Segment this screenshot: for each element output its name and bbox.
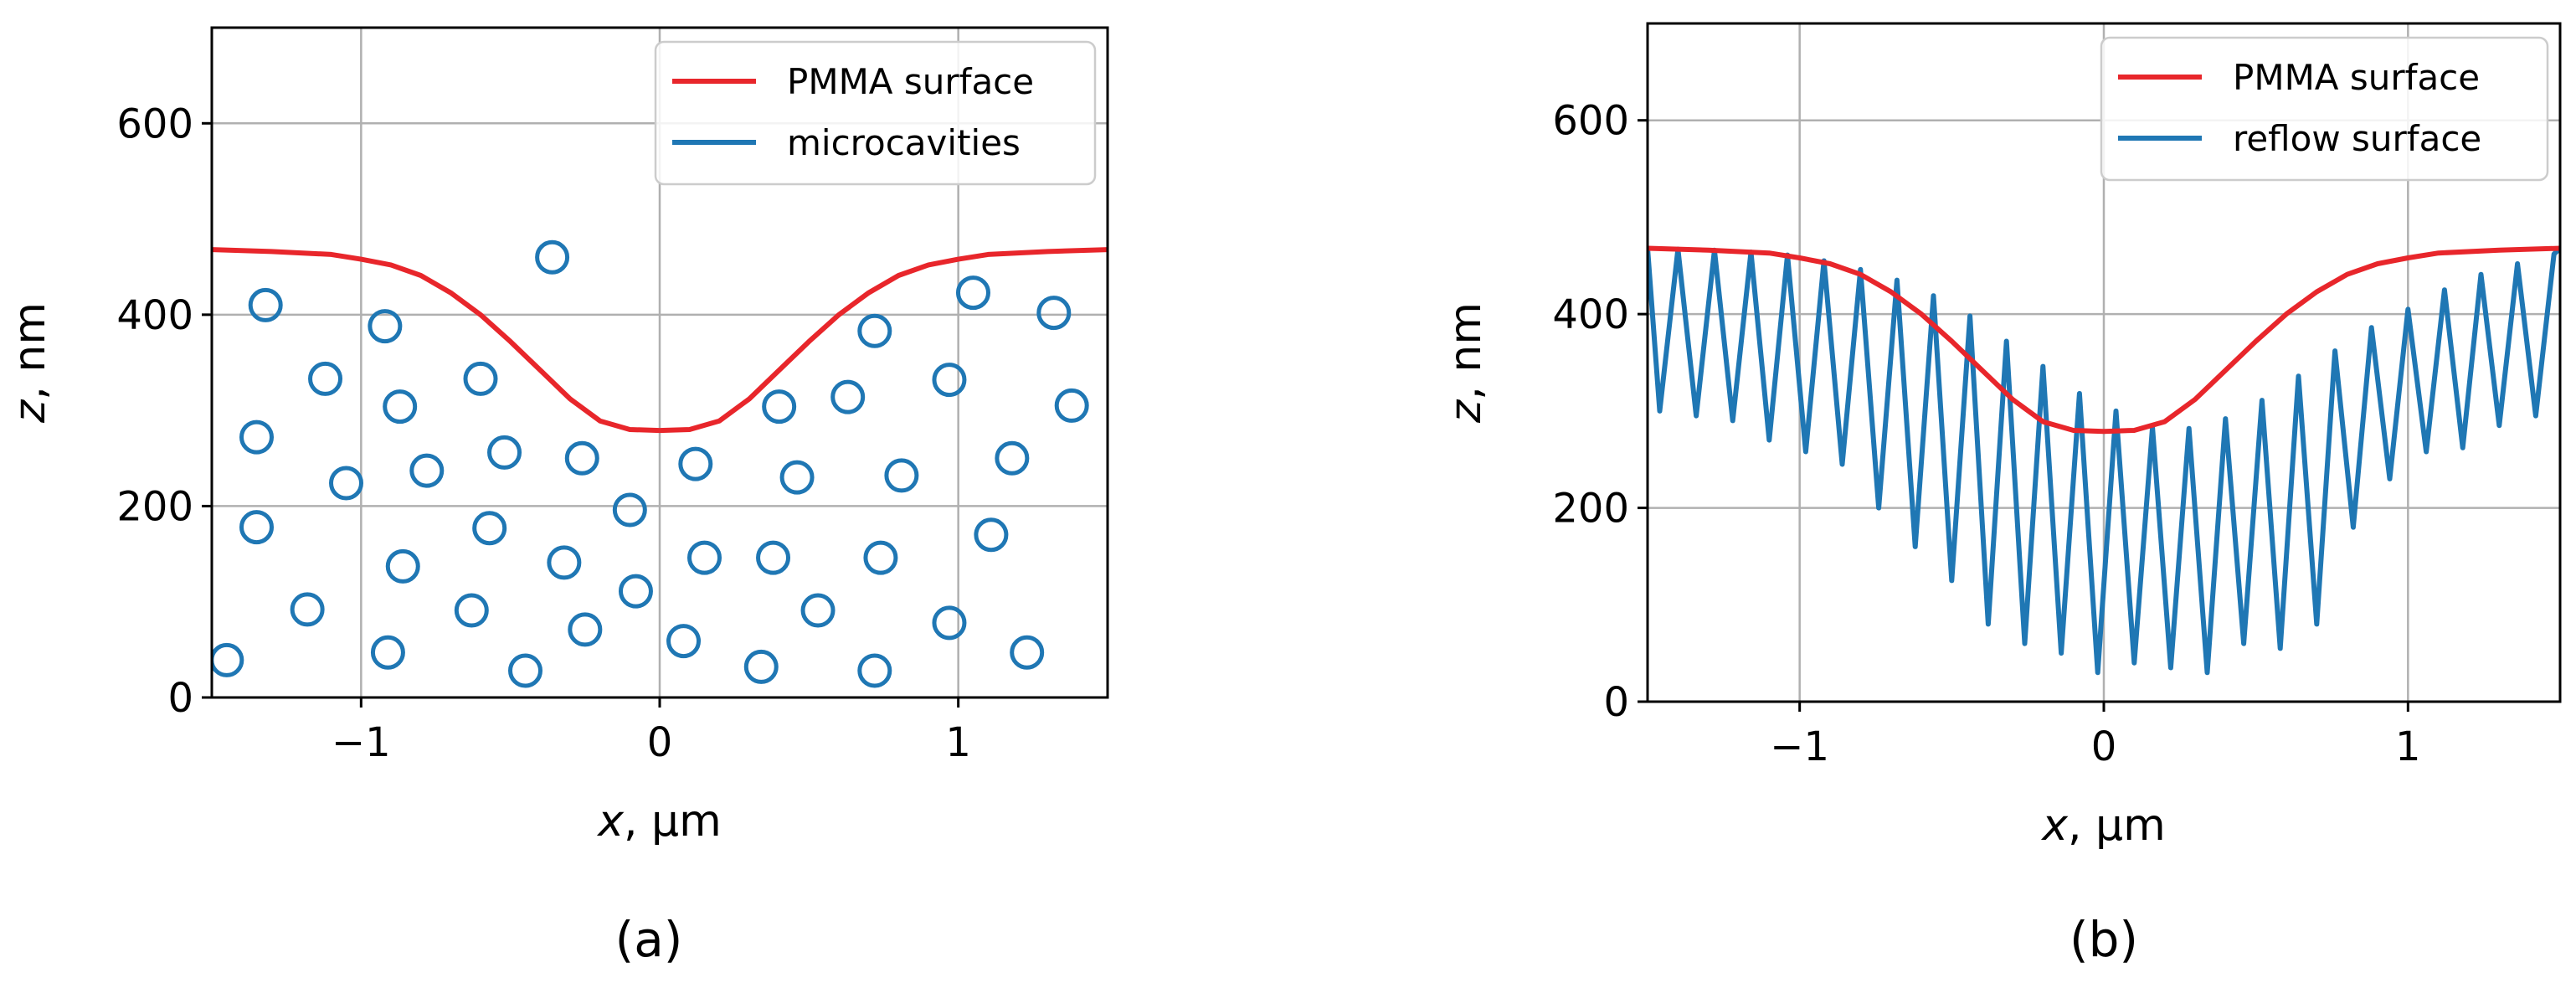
panel-b-xtick-label: 0 bbox=[2091, 723, 2117, 770]
panel-a-scatter-point bbox=[800, 593, 836, 628]
panel-a-legend-box bbox=[654, 40, 1097, 186]
panel-b-plot-area bbox=[1648, 245, 2560, 676]
panel-b-surface-series bbox=[1648, 245, 2560, 435]
panel-a-xtick-label: 0 bbox=[647, 719, 673, 766]
panel-a-scatter-point bbox=[370, 635, 405, 670]
panel-a-scatter-point bbox=[830, 379, 866, 414]
panel-a-scatter-point bbox=[212, 642, 244, 677]
panel-a-scatter-point bbox=[687, 540, 722, 575]
panel-a-y-axis-label: z, nm bbox=[5, 302, 55, 424]
panel-a-ytick-label: 400 bbox=[116, 292, 193, 339]
panel-b-surface-line bbox=[1648, 245, 2560, 435]
panel-a-scatter-point bbox=[857, 313, 892, 348]
panel-b-legend-box bbox=[2100, 36, 2549, 182]
panel-a-scatter-point bbox=[974, 517, 1009, 553]
panel-a-scatter-point bbox=[564, 440, 599, 476]
panel-b-xtick-label: −1 bbox=[1770, 723, 1829, 770]
panel-a-ticks bbox=[202, 121, 960, 708]
panel-a-scatter-point bbox=[385, 548, 420, 584]
panel-a-scatter-point bbox=[368, 309, 403, 344]
panel-a-scatter-point bbox=[508, 653, 542, 688]
panel-a-legend-label: PMMA surface bbox=[787, 61, 1034, 102]
panel-a-scatter-point bbox=[743, 649, 779, 684]
panel-a-legend-label: microcavities bbox=[787, 122, 1021, 163]
panel-a-scatter-point bbox=[472, 511, 507, 546]
panel-a-scatter-point bbox=[1010, 635, 1045, 670]
panel-a-ytick-label: 0 bbox=[167, 675, 193, 722]
panel-a-scatter-point bbox=[568, 612, 603, 647]
panel-b-ytick-label: 400 bbox=[1552, 291, 1629, 338]
panel-a-surface-line bbox=[212, 247, 1108, 434]
panel-a-scatter-point bbox=[329, 466, 363, 501]
panel-a-plot-area bbox=[212, 239, 1108, 688]
panel-a-legend: PMMA surface microcavities bbox=[654, 40, 1097, 186]
panel-b-ytick-label: 600 bbox=[1552, 98, 1629, 145]
panel-a-secondary-series bbox=[212, 239, 1089, 688]
panel-a-scatter-point bbox=[409, 453, 445, 488]
panel-a-scatter-point bbox=[779, 460, 815, 495]
panel-a-scatter-point bbox=[1036, 296, 1072, 331]
panel-b-secondary-line bbox=[1648, 246, 2560, 676]
panel-a-scatter-point bbox=[678, 446, 713, 481]
panel-b-x-axis-label: x, µm bbox=[2040, 800, 2166, 851]
panel-a-caption: (a) bbox=[615, 911, 683, 968]
panel-a-scatter-point bbox=[308, 361, 343, 396]
panel-a-scatter-point bbox=[863, 540, 898, 575]
panel-a-scatter-point bbox=[857, 653, 892, 688]
panel-b-ytick-label: 200 bbox=[1552, 486, 1629, 533]
panel-b-secondary-series bbox=[1648, 246, 2560, 676]
panel-a-x-axis-label: x, µm bbox=[596, 796, 722, 847]
panel-a-scatter-point bbox=[239, 510, 274, 545]
panel-a-scatter-point bbox=[239, 419, 274, 455]
panel-b-ticks bbox=[1638, 119, 2409, 712]
panel-a-scatter-point bbox=[454, 593, 489, 628]
panel-a: −1 0 1 0 200 400 600 x, µm z, nm PMMA su… bbox=[5, 26, 1109, 968]
panel-a-ytick-label: 200 bbox=[116, 483, 193, 530]
panel-b-legend-label: reflow surface bbox=[2233, 118, 2481, 159]
panel-b-legend: PMMA surface reflow surface bbox=[2100, 36, 2549, 182]
panel-a-scatter-point bbox=[487, 435, 522, 470]
panel-a-xtick-label: −1 bbox=[332, 719, 391, 766]
panel-a-xtick-label: 1 bbox=[945, 719, 971, 766]
panel-a-scatter-point bbox=[290, 592, 325, 627]
panel-b-ytick-label: 0 bbox=[1603, 679, 1629, 726]
panel-a-scatter-point bbox=[932, 605, 967, 641]
panel-a-scatter-point bbox=[666, 624, 702, 659]
panel-b-caption: (b) bbox=[2070, 911, 2138, 968]
panel-a-ytick-label: 600 bbox=[116, 100, 193, 147]
panel-a-scatter-point bbox=[383, 389, 418, 425]
panel-a-scatter-point bbox=[932, 363, 967, 398]
panel-a-scatter-point bbox=[884, 458, 919, 493]
panel-a-scatter-point bbox=[248, 287, 283, 322]
panel-a-scatter-point bbox=[756, 540, 791, 575]
panel-b-xtick-label: 1 bbox=[2395, 723, 2421, 770]
panel-a-surface-series bbox=[212, 247, 1108, 434]
panel-b-legend-label: PMMA surface bbox=[2233, 57, 2480, 98]
panel-b: −1 0 1 0 200 400 600 x, µm z, nm PMMA su… bbox=[1441, 22, 2562, 968]
panel-a-scatter-point bbox=[612, 492, 647, 528]
panel-a-scatter-point bbox=[956, 275, 990, 311]
panel-a-scatter-point bbox=[1054, 388, 1089, 423]
panel-a-scatter-point bbox=[547, 545, 582, 580]
panel-a-scatter-point bbox=[535, 239, 570, 275]
panel-a-scatter-point bbox=[618, 574, 653, 609]
panel-a-scatter-point bbox=[463, 361, 498, 396]
panel-b-y-axis-label: z, nm bbox=[1441, 302, 1491, 424]
panel-a-scatter-point bbox=[995, 440, 1030, 476]
panel-a-scatter-point bbox=[762, 389, 797, 425]
